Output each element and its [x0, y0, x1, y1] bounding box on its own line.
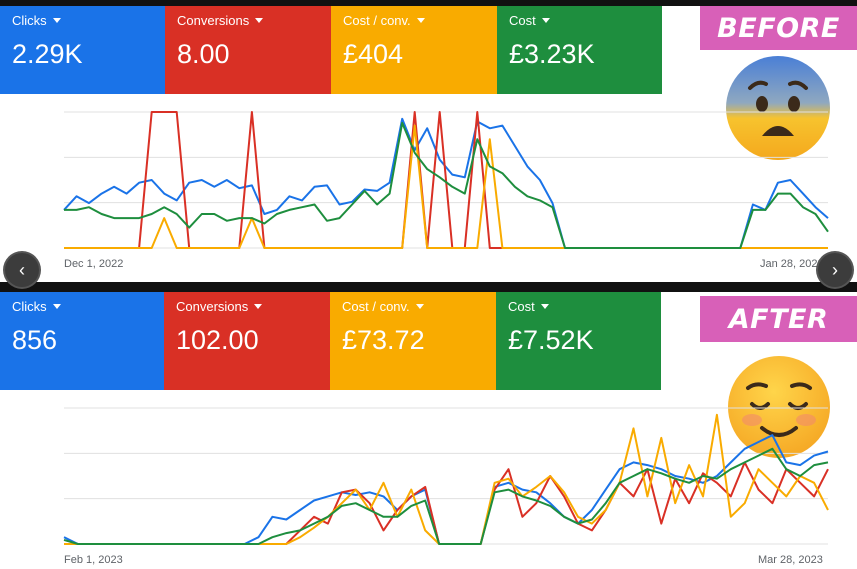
metric-tile-cost-per-conv[interactable]: Cost / conv. £73.72 — [330, 292, 496, 390]
metric-label: Cost — [509, 13, 536, 28]
metric-value: £73.72 — [342, 325, 425, 355]
anxious-face-icon — [726, 56, 830, 160]
caret-down-icon[interactable] — [52, 18, 61, 23]
metric-label: Cost / conv. — [342, 299, 410, 314]
metric-tile-cost[interactable]: Cost £7.52K — [496, 292, 661, 390]
x-axis-end-label: Jan 28, 2023 — [760, 258, 824, 270]
metric-value: 856 — [12, 325, 58, 355]
x-axis-end-label: Mar 28, 2023 — [758, 554, 823, 566]
x-axis-start-label: Dec 1, 2022 — [64, 258, 124, 270]
metric-tile-conversions[interactable]: Conversions 102.00 — [164, 292, 330, 390]
caret-down-icon[interactable] — [52, 304, 61, 309]
metric-tile-conversions[interactable]: Conversions 8.00 — [165, 6, 331, 94]
smiling-face-icon — [728, 356, 830, 458]
metric-tile-cost[interactable]: Cost £3.23K — [497, 6, 662, 94]
chart-grid — [64, 407, 828, 545]
metric-label: Clicks — [12, 13, 47, 28]
after-badge: AFTER — [700, 296, 857, 342]
carousel-prev-button[interactable]: ‹ — [5, 253, 39, 287]
metric-value: £7.52K — [508, 325, 594, 355]
caret-down-icon[interactable] — [255, 18, 264, 23]
series-line-clicks — [63, 434, 829, 545]
metric-label: Clicks — [12, 299, 47, 314]
metric-label: Conversions — [177, 13, 250, 28]
caret-down-icon[interactable] — [540, 304, 549, 309]
caret-down-icon[interactable] — [415, 304, 424, 309]
metric-value: £3.23K — [509, 39, 595, 69]
series-line-conversions — [64, 461, 829, 545]
metric-tile-clicks[interactable]: Clicks 2.29K — [0, 6, 165, 94]
before-badge: BEFORE — [700, 6, 857, 50]
before-panel: Clicks 2.29K Conversions 8.00 Cost / con… — [0, 6, 857, 282]
metric-value: 102.00 — [176, 325, 259, 355]
before-line-chart — [63, 111, 829, 249]
metric-value: 2.29K — [12, 39, 83, 69]
metric-tile-clicks[interactable]: Clicks 856 — [0, 292, 164, 390]
chart-series-group — [63, 413, 829, 545]
metric-tile-cost-per-conv[interactable]: Cost / conv. £404 — [331, 6, 497, 94]
series-line-cost — [63, 447, 829, 545]
metric-value: 8.00 — [177, 39, 230, 69]
caret-down-icon[interactable] — [254, 304, 263, 309]
caret-down-icon[interactable] — [541, 18, 550, 23]
series-line-conversions — [64, 111, 828, 249]
metric-label: Cost — [508, 299, 535, 314]
carousel-next-button[interactable]: › — [818, 253, 852, 287]
after-line-chart — [63, 407, 829, 545]
series-line-cost — [64, 121, 829, 249]
caret-down-icon[interactable] — [416, 18, 425, 23]
metric-label: Conversions — [176, 299, 249, 314]
metric-label: Cost / conv. — [343, 13, 411, 28]
metric-value: £404 — [343, 39, 404, 69]
chart-series-group — [63, 111, 829, 249]
after-panel: Clicks 856 Conversions 102.00 Cost / con… — [0, 292, 857, 569]
x-axis-start-label: Feb 1, 2023 — [64, 554, 123, 566]
